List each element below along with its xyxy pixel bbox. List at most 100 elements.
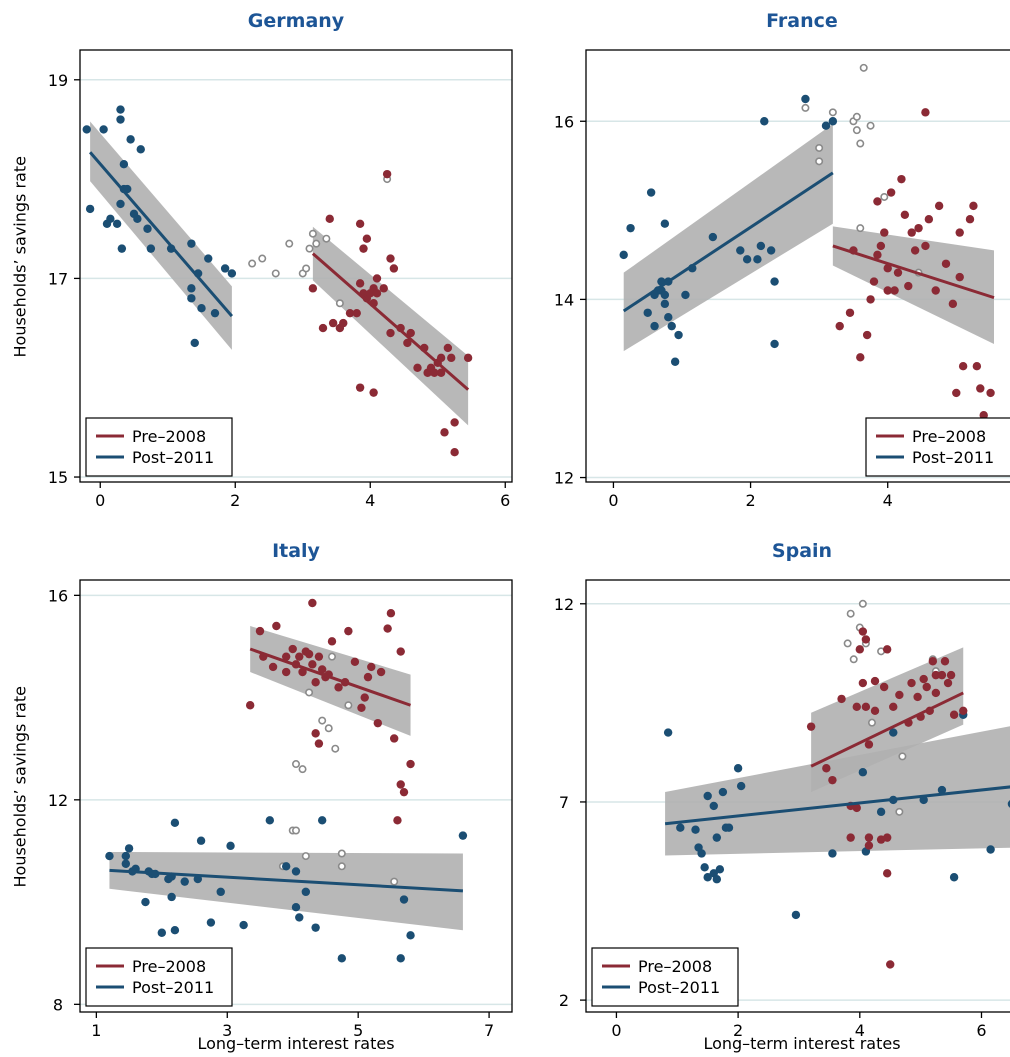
legend-label-post: Post–2011 bbox=[638, 978, 720, 997]
post-2011-point bbox=[458, 831, 468, 840]
post-2011-point bbox=[753, 255, 762, 264]
pre-2008-point bbox=[893, 268, 903, 277]
pre-2008-point bbox=[846, 833, 855, 842]
pre-2008-point bbox=[363, 672, 373, 682]
pre-2008-point bbox=[886, 188, 896, 197]
x-tick-label: 1 bbox=[91, 1021, 101, 1040]
plot-frame bbox=[79, 579, 513, 1013]
post-2011-point bbox=[733, 764, 743, 773]
pre-2008-point bbox=[864, 740, 874, 749]
pre-2008-point bbox=[835, 321, 844, 331]
post-2011-point bbox=[196, 836, 206, 845]
pre-2008-point bbox=[350, 657, 360, 666]
legend-label-post: Post–2011 bbox=[132, 448, 214, 467]
excluded-point bbox=[308, 229, 317, 238]
excluded-point bbox=[298, 765, 307, 774]
pre-2008-point bbox=[861, 702, 871, 712]
pre-2008-point bbox=[897, 174, 906, 184]
y-tick-label: 12 bbox=[48, 791, 68, 810]
pre-2008-point bbox=[436, 368, 446, 377]
pre-2008-fit-line bbox=[249, 647, 412, 707]
legend-box bbox=[85, 947, 233, 1007]
pre-2008-point bbox=[406, 328, 415, 338]
excluded-point bbox=[852, 112, 861, 121]
pre-2008-point bbox=[386, 609, 396, 618]
post-2011-point bbox=[663, 728, 673, 737]
excluded-point bbox=[815, 157, 824, 166]
post-2011-point bbox=[226, 841, 235, 851]
post-2011-point bbox=[399, 895, 409, 904]
post-2011-point bbox=[206, 918, 216, 927]
post-2011-point bbox=[317, 816, 327, 825]
post-2011-point bbox=[311, 923, 320, 932]
excluded-point bbox=[305, 688, 314, 697]
pre-2008-point bbox=[318, 323, 328, 333]
pre-2008-point bbox=[858, 627, 868, 636]
pre-2008-point bbox=[856, 353, 865, 362]
y-tick-label: 15 bbox=[48, 468, 68, 487]
pre-2008-point bbox=[383, 624, 392, 633]
post-2011-point bbox=[146, 244, 156, 253]
excluded-point bbox=[312, 239, 321, 248]
excluded-point bbox=[331, 744, 340, 753]
pre-2008-point bbox=[940, 657, 950, 666]
pre-2008-point bbox=[959, 706, 968, 715]
excluded-point bbox=[815, 143, 824, 152]
pre-2008-point bbox=[345, 308, 355, 318]
post-2011-point bbox=[170, 926, 180, 935]
pre-2008-point bbox=[379, 284, 388, 293]
pre-2008-point bbox=[288, 644, 297, 654]
pre-2008-point bbox=[450, 448, 459, 457]
post-2011-point bbox=[742, 255, 752, 264]
pre-2008-point bbox=[430, 368, 439, 377]
legend-label-post: Post–2011 bbox=[912, 448, 994, 467]
confidence-band bbox=[623, 123, 833, 352]
post-2011-point bbox=[770, 277, 779, 286]
pre-2008-point bbox=[876, 241, 886, 251]
post-2011-point bbox=[715, 865, 725, 874]
legend-label-pre: Pre–2008 bbox=[132, 957, 206, 976]
post-2011-point bbox=[136, 145, 145, 154]
post-2011-point bbox=[664, 313, 673, 322]
pre-2008-point bbox=[952, 388, 961, 398]
pre-2008-point bbox=[864, 833, 874, 842]
excluded-point bbox=[867, 718, 876, 727]
pre-2008-point bbox=[852, 702, 861, 712]
pre-2008-point bbox=[355, 383, 365, 392]
pre-2008-point bbox=[904, 281, 913, 291]
post-2011-point bbox=[116, 115, 125, 124]
x-axis-title-italy: Long–term interest rates bbox=[197, 1034, 395, 1053]
pre-2008-point bbox=[852, 803, 861, 813]
post-2011-point bbox=[876, 807, 886, 817]
x-tick-label: 5 bbox=[353, 1021, 363, 1040]
excluded-point bbox=[337, 862, 346, 871]
pre-2008-point bbox=[308, 284, 318, 293]
post-2011-point bbox=[766, 246, 776, 255]
pre-2008-point bbox=[890, 286, 899, 295]
excluded-point bbox=[335, 299, 344, 308]
post-2011-point bbox=[858, 768, 868, 777]
excluded-point bbox=[852, 126, 861, 135]
y-tick-label: 19 bbox=[48, 71, 68, 90]
pre-2008-point bbox=[934, 201, 944, 211]
pre-2008-point bbox=[311, 729, 320, 738]
post-2011-point bbox=[828, 849, 837, 858]
pre-2008-point bbox=[304, 649, 314, 659]
pre-2008-point bbox=[369, 388, 378, 397]
legend-label-pre: Pre–2008 bbox=[132, 427, 206, 446]
post-2011-point bbox=[239, 920, 248, 930]
confidence-band bbox=[109, 851, 463, 931]
excluded-point bbox=[285, 239, 294, 248]
pre-2008-point bbox=[339, 318, 348, 328]
post-2011-point bbox=[736, 246, 745, 255]
x-tick-label: 2 bbox=[733, 1021, 743, 1040]
pre-2008-point bbox=[919, 674, 928, 684]
post-2011-point bbox=[210, 308, 220, 318]
pre-2008-point bbox=[882, 869, 892, 878]
pre-2008-point bbox=[372, 289, 382, 298]
pre-2008-point bbox=[870, 706, 880, 715]
post-2011-point bbox=[197, 304, 206, 313]
excluded-point bbox=[271, 269, 280, 278]
post-2011-point bbox=[396, 954, 405, 963]
pre-2008-point bbox=[325, 214, 334, 224]
